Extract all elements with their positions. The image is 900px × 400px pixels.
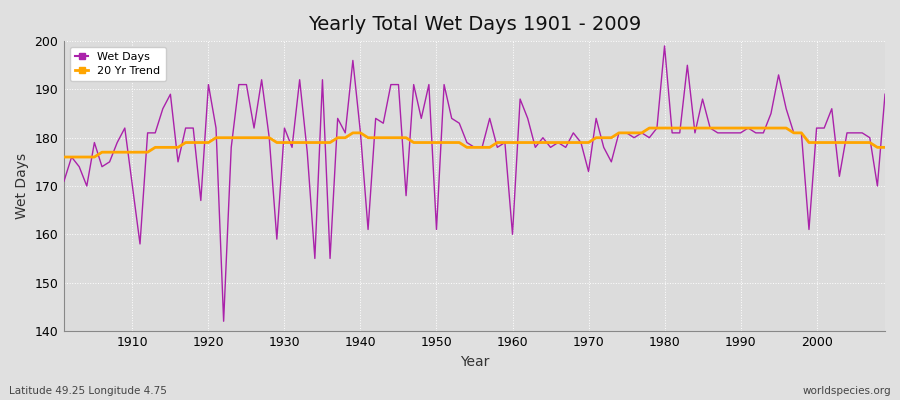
Legend: Wet Days, 20 Yr Trend: Wet Days, 20 Yr Trend	[69, 47, 166, 81]
Text: worldspecies.org: worldspecies.org	[803, 386, 891, 396]
Text: Latitude 49.25 Longitude 4.75: Latitude 49.25 Longitude 4.75	[9, 386, 166, 396]
Title: Yearly Total Wet Days 1901 - 2009: Yearly Total Wet Days 1901 - 2009	[308, 15, 641, 34]
Y-axis label: Wet Days: Wet Days	[15, 153, 29, 219]
X-axis label: Year: Year	[460, 355, 490, 369]
